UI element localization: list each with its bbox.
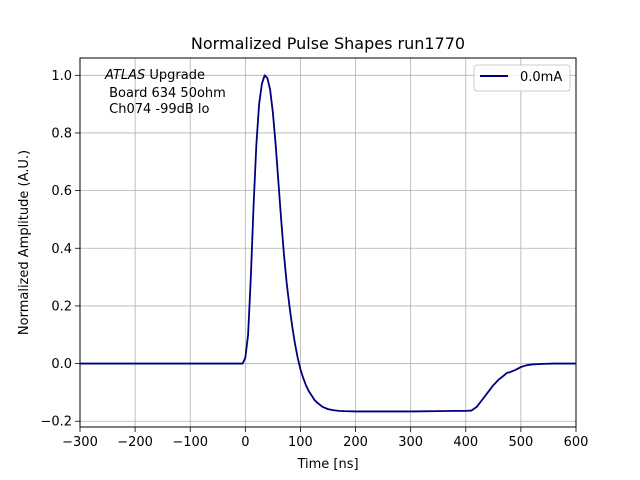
x-tick-label: −300 xyxy=(62,435,98,450)
legend: 0.0mA xyxy=(473,64,571,92)
y-tick-label: 1.0 xyxy=(51,69,72,84)
y-tick-label: 0.8 xyxy=(51,126,72,141)
legend-entry-label: 0.0mA xyxy=(520,70,562,85)
y-tick-label: 0.0 xyxy=(51,357,72,372)
x-tick-label: 200 xyxy=(343,435,368,450)
x-axis-label: Time [ns] xyxy=(296,457,358,472)
annotation-atlas-label: ATLAS xyxy=(104,68,145,83)
atlas-annotation: ATLAS Upgrade Board 634 50ohm Ch074 -99d… xyxy=(104,68,226,117)
series-line-0.0mA xyxy=(80,74,576,413)
plot-frame xyxy=(79,57,577,428)
x-tick-label: −100 xyxy=(172,435,208,450)
x-tick-label: −200 xyxy=(117,435,153,450)
legend-box xyxy=(473,64,571,92)
y-tick-label: −0.2 xyxy=(40,415,72,430)
y-tick-label: 0.6 xyxy=(51,184,72,199)
x-tick-label: 0 xyxy=(241,435,249,450)
x-tick-label: 600 xyxy=(564,435,589,450)
x-tick-label: 100 xyxy=(288,435,313,450)
x-tick-label: 500 xyxy=(508,435,533,450)
annotation-line-3: Ch074 -99dB lo xyxy=(105,102,210,117)
annotation-upgrade-label: Upgrade xyxy=(145,68,205,83)
axis-ticks: −300 −200 −100 0 100 200 300 400 500 600 −0.2 0.0 0.… xyxy=(40,69,588,450)
y-axis-label: Normalized Amplitude (A.U.) xyxy=(17,150,32,335)
y-tick-label: 0.4 xyxy=(51,242,72,257)
series-layer xyxy=(80,74,576,413)
annotation-line-2: Board 634 50ohm xyxy=(105,86,226,101)
annotation-line-1: ATLAS Upgrade xyxy=(104,68,205,83)
chart-title: Normalized Pulse Shapes run1770 xyxy=(191,34,465,53)
x-tick-label: 400 xyxy=(453,435,478,450)
x-tick-label: 300 xyxy=(398,435,423,450)
y-tick-label: 0.2 xyxy=(51,299,72,314)
